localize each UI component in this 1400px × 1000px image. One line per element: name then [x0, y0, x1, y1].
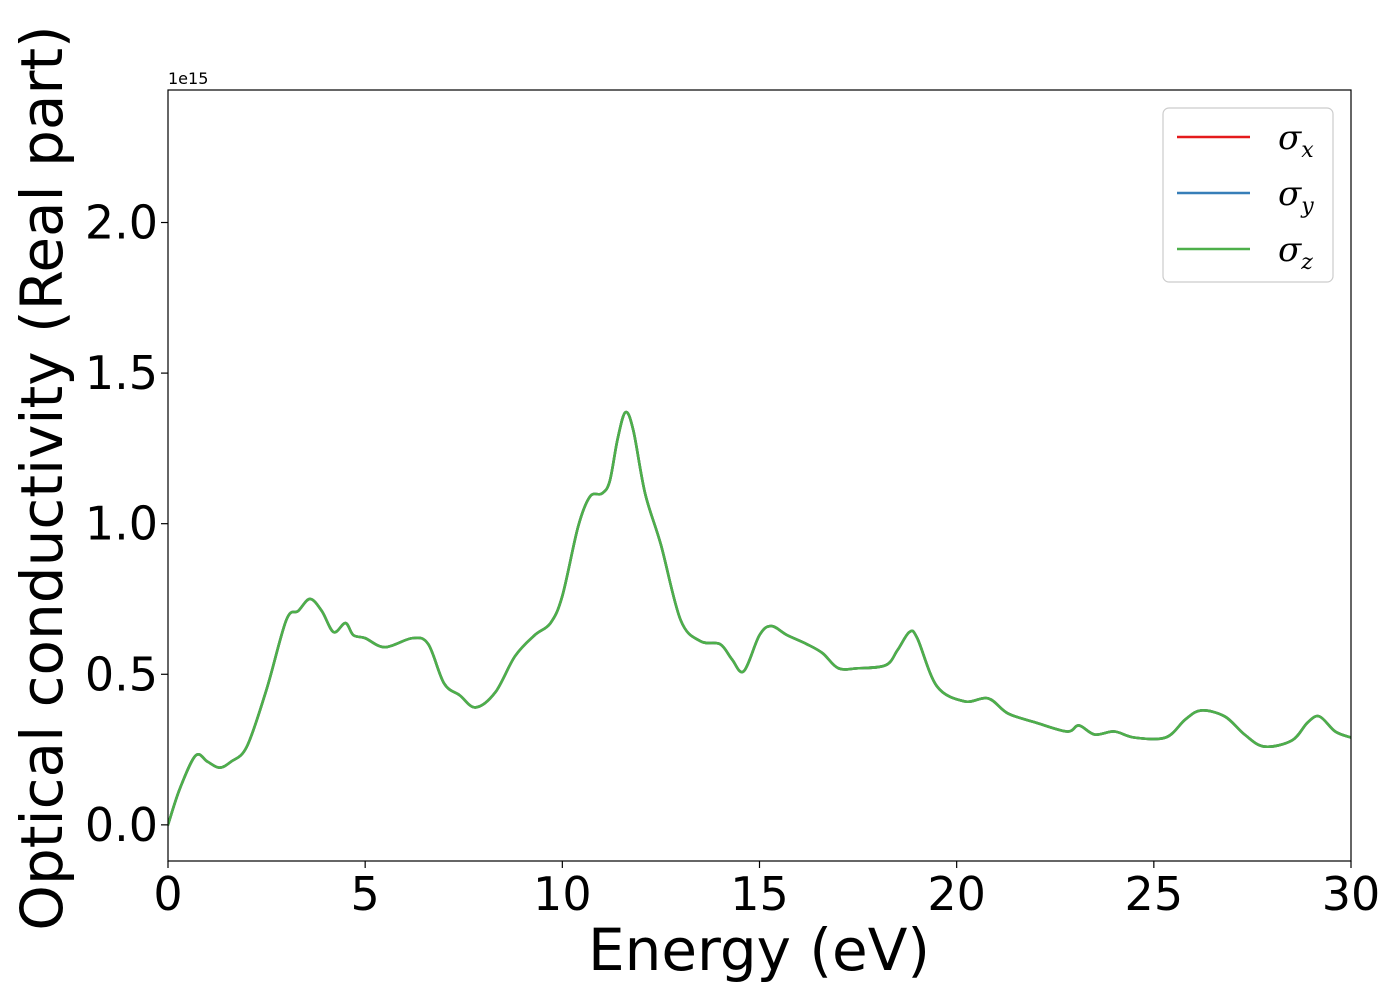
series-line-z	[168, 410, 1351, 827]
x-tick-label: 20	[927, 867, 986, 921]
y-tick-label: 1.0	[85, 497, 158, 551]
y-axis-ticks: 0.0 0.5 1.0 1.5 2.0	[85, 196, 168, 852]
y-tick-label: 0.0	[85, 798, 158, 852]
legend-label-x: σx	[1278, 118, 1314, 163]
y-offset-text: 1e15	[168, 69, 208, 88]
legend-box	[1162, 107, 1334, 283]
y-axis-label: Optical conductivity (Real part)	[8, 25, 76, 930]
x-tick-label: 0	[153, 867, 182, 921]
x-axis-ticks: 0 5 10 15 20 25 30	[153, 861, 1380, 921]
x-tick-label: 5	[351, 867, 380, 921]
series-line-x	[168, 410, 1351, 827]
series-line-y	[168, 410, 1351, 827]
legend-label-y: σy	[1278, 174, 1314, 219]
x-tick-label: 30	[1322, 867, 1381, 921]
plot-layer	[168, 410, 1351, 827]
x-tick-label: 25	[1125, 867, 1184, 921]
x-tick-label: 10	[533, 867, 592, 921]
x-tick-label: 15	[730, 867, 789, 921]
legend-label-z: σz	[1278, 230, 1313, 275]
y-tick-label: 0.5	[85, 647, 158, 701]
legend-entries: σx σy σz	[1177, 118, 1314, 275]
y-tick-label: 1.5	[85, 346, 158, 400]
y-tick-label: 2.0	[85, 196, 158, 250]
legend: σx σy σz	[1162, 107, 1334, 283]
x-axis-label: Energy (eV)	[588, 916, 930, 984]
